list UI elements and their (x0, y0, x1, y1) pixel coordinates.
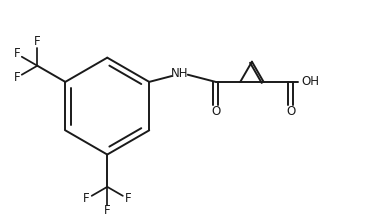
Text: F: F (124, 192, 131, 205)
Text: NH: NH (171, 67, 188, 80)
Text: F: F (34, 36, 41, 48)
Text: F: F (14, 71, 20, 84)
Text: O: O (211, 105, 220, 118)
Text: O: O (286, 105, 295, 118)
Text: F: F (14, 47, 20, 60)
Text: OH: OH (302, 75, 320, 88)
Text: F: F (83, 192, 90, 205)
Text: F: F (104, 204, 111, 217)
